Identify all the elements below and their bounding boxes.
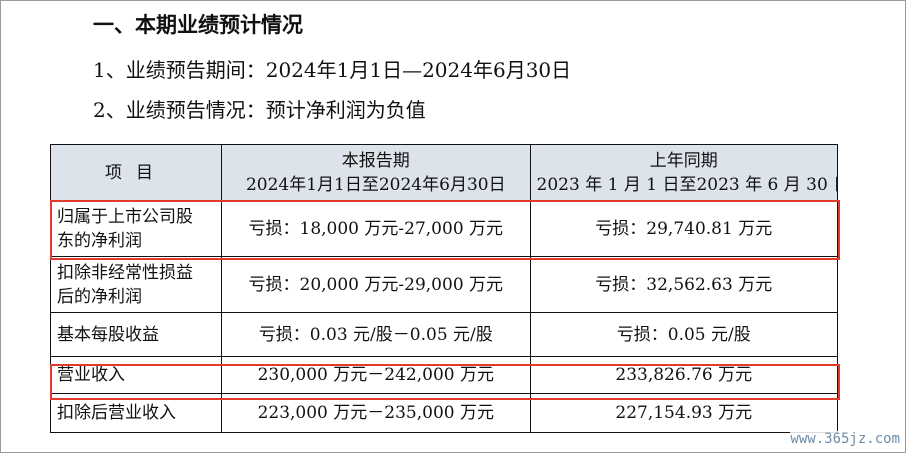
prior-value: 亏损：32,562.63 万元	[529, 256, 839, 313]
forecast-table: 项目 本报告期 2024年1月1日至2024年6月30日 上年同期 2023 年…	[49, 144, 839, 433]
forecast-period-line: 1、业绩预告期间：2024年1月1日—2024年6月30日	[93, 58, 572, 82]
header-prior-range: 2023 年 1 月 1 日至2023 年 6 月 30 日	[536, 174, 838, 195]
prior-value: 亏损：29,740.81 万元	[529, 200, 839, 257]
row-label: 扣除非经常性损益 后的净利润	[49, 256, 223, 313]
row-label: 基本每股收益	[49, 312, 223, 357]
current-value: 亏损：0.03 元/股－0.05 元/股	[221, 312, 531, 357]
header-current-title: 本报告期	[341, 150, 410, 171]
section-heading: 一、本期业绩预计情况	[93, 13, 303, 37]
row-label-line: 后的净利润	[57, 286, 142, 307]
header-current-range: 2024年1月1日至2024年6月30日	[245, 174, 506, 195]
watermark: www.365jz.com	[790, 431, 900, 447]
highlight-box-net-profit	[50, 200, 840, 260]
row-label: 归属于上市公司股 东的净利润	[49, 200, 223, 257]
table-row: 扣除非经常性损益 后的净利润 亏损：20,000 万元-29,000 万元 亏损…	[49, 256, 839, 313]
row-label-line: 东的净利润	[57, 230, 142, 251]
prior-value: 233,826.76 万元	[529, 356, 839, 394]
header-prior-period: 上年同期 2023 年 1 月 1 日至2023 年 6 月 30 日	[529, 144, 839, 201]
highlight-box-revenue	[50, 364, 840, 400]
current-value: 230,000 万元－242,000 万元	[221, 356, 531, 394]
prior-value: 亏损：0.05 元/股	[529, 312, 839, 357]
row-label-line: 归属于上市公司股	[57, 206, 193, 227]
current-value: 亏损：20,000 万元-29,000 万元	[221, 256, 531, 313]
table-row: 基本每股收益 亏损：0.03 元/股－0.05 元/股 亏损：0.05 元/股	[49, 312, 839, 357]
header-prior-title: 上年同期	[649, 150, 718, 171]
header-item: 项目	[49, 144, 223, 201]
header-current-period: 本报告期 2024年1月1日至2024年6月30日	[221, 144, 531, 201]
table-row: 营业收入 230,000 万元－242,000 万元 233,826.76 万元	[49, 356, 839, 394]
table-header-row: 项目 本报告期 2024年1月1日至2024年6月30日 上年同期 2023 年…	[49, 144, 839, 201]
row-label-line: 扣除非经常性损益	[57, 262, 193, 283]
row-label: 营业收入	[49, 356, 223, 394]
table-row: 归属于上市公司股 东的净利润 亏损：18,000 万元-27,000 万元 亏损…	[49, 200, 839, 257]
forecast-status-line: 2、业绩预告情况：预计净利润为负值	[93, 98, 426, 122]
current-value: 亏损：18,000 万元-27,000 万元	[221, 200, 531, 257]
